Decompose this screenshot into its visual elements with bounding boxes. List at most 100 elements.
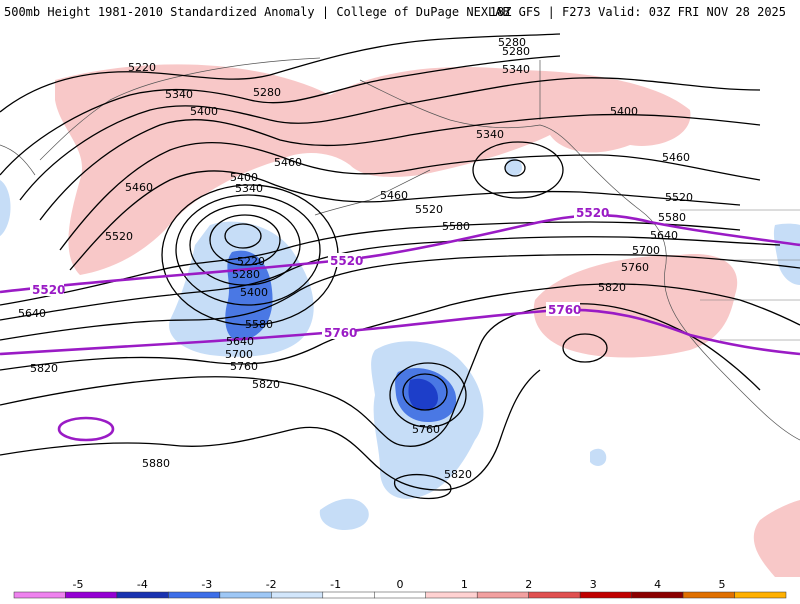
chukotka-coast	[39, 57, 321, 161]
low-center-ring-1	[224, 223, 262, 249]
label-5700-b: 5700	[632, 244, 660, 257]
label-5340-c: 5340	[476, 128, 504, 141]
label-5220-a: 5220	[128, 61, 156, 74]
label-5640-a: 5640	[226, 335, 254, 348]
negative-anomaly-cutoff-core	[408, 378, 438, 411]
thick-label-5760-a: 5760	[324, 326, 357, 340]
colorbar-tick-label: 5	[719, 578, 726, 591]
map-panel[interactable]: 5220 5340 5400 5280 5460 5460 5520 5400 …	[0, 22, 800, 577]
north-america-coast	[359, 79, 800, 441]
colorbar-svg: -5 -4 -3 -2 -1 0 1 2 3 4 5	[13, 578, 787, 599]
label-5460-c: 5460	[380, 189, 408, 202]
colorbar-tick-label: -4	[137, 578, 148, 591]
label-bg-5520-c	[574, 205, 608, 219]
label-5520-a: 5520	[105, 230, 133, 243]
colorbar: -5 -4 -3 -2 -1 0 1 2 3 4 5	[0, 577, 800, 600]
label-5760-a: 5760	[230, 360, 258, 373]
colorbar-tick-label: 3	[590, 578, 597, 591]
label-5580-b: 5580	[442, 220, 470, 233]
contour-5460	[59, 141, 761, 251]
alaska-low-ring-1	[504, 159, 526, 177]
height-contours	[0, 33, 800, 491]
negative-anomaly-alaska-small	[505, 158, 522, 176]
colorbar-tick-label: 4	[654, 578, 661, 591]
label-5400-a: 5400	[190, 105, 218, 118]
positive-anomaly-north-pacific	[55, 64, 691, 275]
colorbar-segment	[271, 591, 324, 599]
negative-anomaly-areas	[0, 158, 800, 530]
colorbar-segment	[528, 591, 581, 599]
colorbar-segment	[579, 591, 632, 599]
colorbar-segment	[734, 591, 787, 599]
label-bg-5520-b	[328, 253, 362, 267]
colorbar-tick-label: 2	[525, 578, 532, 591]
contour-5220-north	[0, 33, 561, 113]
label-5400-b: 5400	[230, 171, 258, 184]
label-5760-c: 5760	[412, 423, 440, 436]
map-title: 500mb Height 1981-2010 Standardized Anom…	[4, 5, 510, 19]
colorbar-segment	[13, 591, 66, 599]
contour-5580	[0, 221, 741, 306]
run-info: 18Z GFS | F273 Valid: 03Z FRI NOV 28 202…	[489, 5, 786, 19]
colorbar-ticks: -5 -4 -3 -2 -1 0 1 2 3 4 5	[73, 578, 726, 591]
thick-label-5520-b: 5520	[330, 254, 363, 268]
contour-5820	[0, 303, 761, 447]
label-bg-5520-a	[30, 282, 64, 296]
label-5340-d: 5340	[502, 63, 530, 76]
colorbar-segment	[425, 591, 478, 599]
colorbar-tick-label: -2	[266, 578, 277, 591]
colorbar-segment	[476, 591, 529, 599]
colorbar-tick-label: -1	[330, 578, 341, 591]
colorbar-segment	[168, 591, 221, 599]
colorbar-segment	[116, 591, 169, 599]
thick-contours	[0, 213, 800, 442]
label-5580-c: 5580	[658, 211, 686, 224]
thick-contour-5760	[0, 308, 800, 356]
low-center-ring-4	[175, 194, 321, 306]
low-center-ring-3	[189, 204, 301, 286]
negative-anomaly-southwest	[319, 498, 369, 530]
southern-closed-contour	[393, 473, 452, 500]
state-borders	[680, 209, 800, 341]
low-center-ring-2	[209, 214, 281, 266]
label-bg-5760-a	[322, 325, 356, 339]
label-5460-a: 5460	[274, 156, 302, 169]
label-5820-c: 5820	[598, 281, 626, 294]
label-5820-a: 5820	[252, 378, 280, 391]
label-5820-d: 5820	[444, 468, 472, 481]
colorbar-tick-label: 1	[461, 578, 468, 591]
label-bg-5760-b	[546, 302, 580, 316]
negative-anomaly-core	[225, 250, 273, 341]
contour-5520-black	[69, 170, 741, 271]
thick-label-5760-b: 5760	[548, 303, 581, 317]
label-5700-a: 5700	[225, 348, 253, 361]
colorbar-segment	[322, 591, 375, 599]
alaska-low-ring-2	[472, 141, 564, 199]
label-5520-b: 5520	[415, 203, 443, 216]
label-5280-d: 5280	[502, 45, 530, 58]
contour-5640	[0, 236, 781, 321]
colorbar-segment	[219, 591, 272, 599]
label-5460-b: 5460	[125, 181, 153, 194]
colorbar-segments	[13, 591, 787, 599]
label-5280-a: 5280	[253, 86, 281, 99]
label-5400-c: 5400	[240, 286, 268, 299]
label-5280-b: 5280	[232, 268, 260, 281]
label-5220-b: 5220	[237, 255, 265, 268]
aleutian-chain	[314, 169, 431, 216]
positive-anomaly-southeast	[753, 500, 800, 577]
colorbar-segment	[682, 591, 735, 599]
colorbar-tick-label: -5	[73, 578, 84, 591]
contour-5760-black	[0, 283, 800, 371]
label-5580-a: 5580	[245, 318, 273, 331]
label-5640-b: 5640	[18, 307, 46, 320]
label-5340-a: 5340	[165, 88, 193, 101]
contour-labels: 5220 5340 5400 5280 5460 5460 5520 5400 …	[18, 36, 693, 481]
label-5280-c: 5280	[498, 36, 526, 49]
label-5400-d: 5400	[610, 105, 638, 118]
thick-label-5520-c: 5520	[576, 206, 609, 220]
cutoff-low-ring-2	[389, 362, 467, 428]
header-bar: 500mb Height 1981-2010 Standardized Anom…	[0, 0, 800, 22]
cutoff-low-ring-1	[402, 373, 448, 411]
colorbar-tick-label: 0	[397, 578, 404, 591]
